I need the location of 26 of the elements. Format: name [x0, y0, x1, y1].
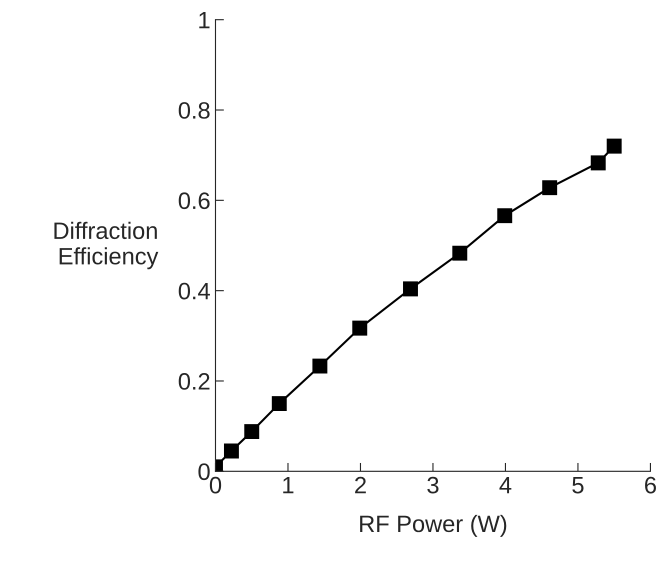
y-tick-label: 0.8 — [178, 102, 210, 119]
point — [352, 320, 368, 336]
point — [542, 180, 558, 196]
point — [272, 396, 287, 412]
point — [244, 424, 260, 440]
y-tick-label: 0 — [198, 463, 210, 480]
x-tick-label: 6 — [645, 476, 656, 494]
point — [497, 208, 512, 224]
y-tick-label: 0.4 — [178, 282, 210, 300]
point — [606, 138, 622, 154]
y-tick-label: 1 — [199, 12, 210, 28]
x-tick-label: 1 — [283, 477, 294, 494]
y-tick-label: 0.6 — [178, 192, 210, 210]
point — [452, 246, 468, 261]
x-tick-label: 4 — [499, 477, 512, 494]
point — [224, 444, 239, 458]
point — [312, 358, 328, 374]
x-tick-label: 3 — [427, 476, 438, 494]
x-tick-label: 2 — [355, 476, 366, 494]
x-axis-title: RF Power (W) — [360, 514, 506, 537]
point — [590, 155, 606, 170]
x-tick-label: 5 — [572, 477, 584, 494]
y-tick-label: 0.2 — [178, 373, 210, 390]
x-tick-label: 0 — [210, 476, 222, 494]
y-axis-title: Diffraction Efficiency — [54, 222, 158, 270]
point — [403, 281, 418, 296]
